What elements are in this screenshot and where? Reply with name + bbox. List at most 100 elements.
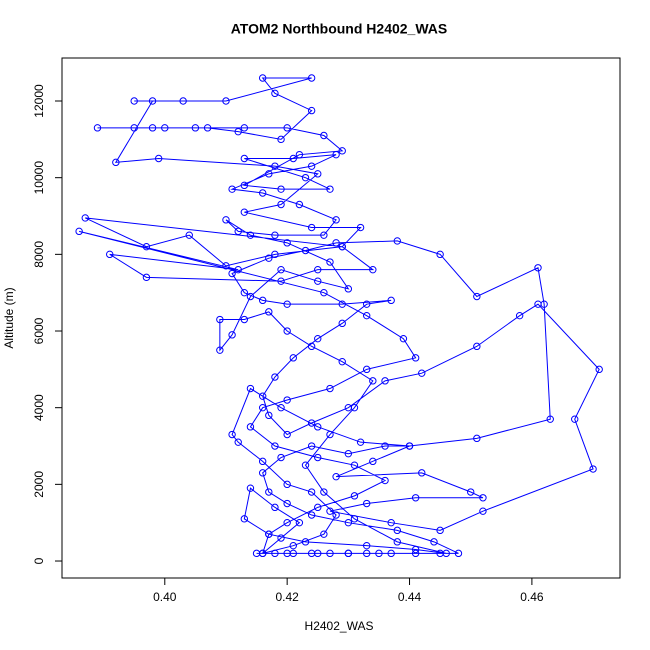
data-point — [112, 158, 120, 167]
data-point — [295, 150, 304, 159]
data-point — [185, 231, 193, 239]
data-point — [228, 269, 236, 278]
data-point — [283, 430, 291, 439]
data-line — [79, 77, 600, 554]
data-point — [295, 200, 304, 209]
data-point — [307, 106, 316, 115]
data-point — [307, 74, 316, 82]
data-point — [473, 342, 481, 351]
data-point — [369, 377, 377, 385]
data-point — [362, 541, 371, 550]
data-point — [271, 373, 279, 381]
data-point — [240, 288, 249, 297]
data-point — [320, 231, 328, 239]
data-point — [307, 419, 316, 427]
data-point — [277, 453, 285, 462]
data-point — [393, 538, 401, 546]
data-point — [283, 499, 291, 508]
data-point — [258, 392, 267, 400]
data-point — [405, 442, 414, 450]
data-point — [142, 273, 151, 282]
data-point — [387, 296, 395, 305]
data-point — [271, 231, 279, 239]
data-point — [81, 214, 89, 222]
data-point — [332, 216, 340, 224]
x-tick-label: 0.42 — [275, 590, 299, 604]
data-point — [265, 411, 273, 420]
data-point — [375, 549, 383, 558]
y-tick-label: 2000 — [32, 471, 46, 498]
data-point — [277, 200, 285, 209]
data-point — [307, 511, 316, 519]
data-point — [393, 237, 401, 245]
data-point — [393, 526, 401, 535]
data-point — [301, 461, 310, 469]
data-point — [350, 492, 359, 500]
data-point — [411, 549, 420, 558]
data-point — [142, 242, 151, 251]
data-point — [320, 131, 328, 140]
data-point — [191, 124, 200, 132]
data-point — [246, 384, 255, 393]
data-point — [356, 223, 365, 232]
data-point — [246, 231, 255, 239]
data-point — [130, 124, 138, 132]
data-point — [314, 277, 322, 285]
data-point — [148, 97, 157, 105]
data-point — [258, 189, 267, 197]
data-point — [332, 511, 340, 519]
data-point — [148, 124, 157, 132]
data-point — [271, 162, 279, 170]
data-point — [307, 223, 316, 232]
data-point — [216, 346, 224, 354]
data-point — [320, 288, 328, 297]
data-point — [130, 97, 138, 105]
data-point — [258, 457, 267, 466]
data-point — [320, 530, 328, 538]
chart-title: ATOM2 Northbound H2402_WAS — [231, 21, 448, 37]
data-point — [307, 342, 316, 351]
data-point — [277, 135, 285, 144]
data-point — [589, 465, 597, 473]
data-point — [277, 403, 285, 412]
data-point — [93, 124, 102, 132]
data-point — [283, 518, 291, 527]
data-point — [289, 154, 297, 163]
data-point — [350, 403, 359, 412]
data-point — [258, 74, 267, 82]
data-point — [283, 239, 291, 247]
data-point — [326, 185, 334, 193]
data-point — [595, 365, 603, 374]
data-point — [179, 97, 187, 105]
data-point — [216, 315, 224, 324]
data-point — [265, 254, 273, 262]
data-point — [307, 488, 316, 496]
data-point — [271, 89, 279, 98]
data-point — [362, 311, 371, 320]
data-point — [258, 549, 267, 558]
data-point — [314, 453, 322, 462]
data-point — [265, 488, 273, 496]
data-point — [332, 239, 340, 247]
data-point — [240, 181, 249, 190]
data-point — [258, 469, 267, 477]
data-point — [436, 526, 444, 535]
data-point — [362, 549, 371, 558]
data-point — [344, 549, 353, 558]
data-point — [546, 415, 554, 423]
data-point — [301, 538, 310, 546]
data-point — [314, 423, 322, 431]
data-point — [246, 484, 255, 492]
data-point — [344, 449, 353, 458]
data-point — [75, 227, 83, 236]
data-point — [240, 124, 249, 132]
data-point — [228, 331, 236, 339]
data-point — [277, 265, 285, 274]
data-point — [277, 534, 285, 542]
data-point — [418, 469, 426, 477]
data-point — [154, 154, 163, 163]
data-point — [430, 538, 438, 546]
data-point — [234, 265, 242, 274]
data-point — [326, 430, 334, 439]
data-point — [350, 515, 359, 523]
